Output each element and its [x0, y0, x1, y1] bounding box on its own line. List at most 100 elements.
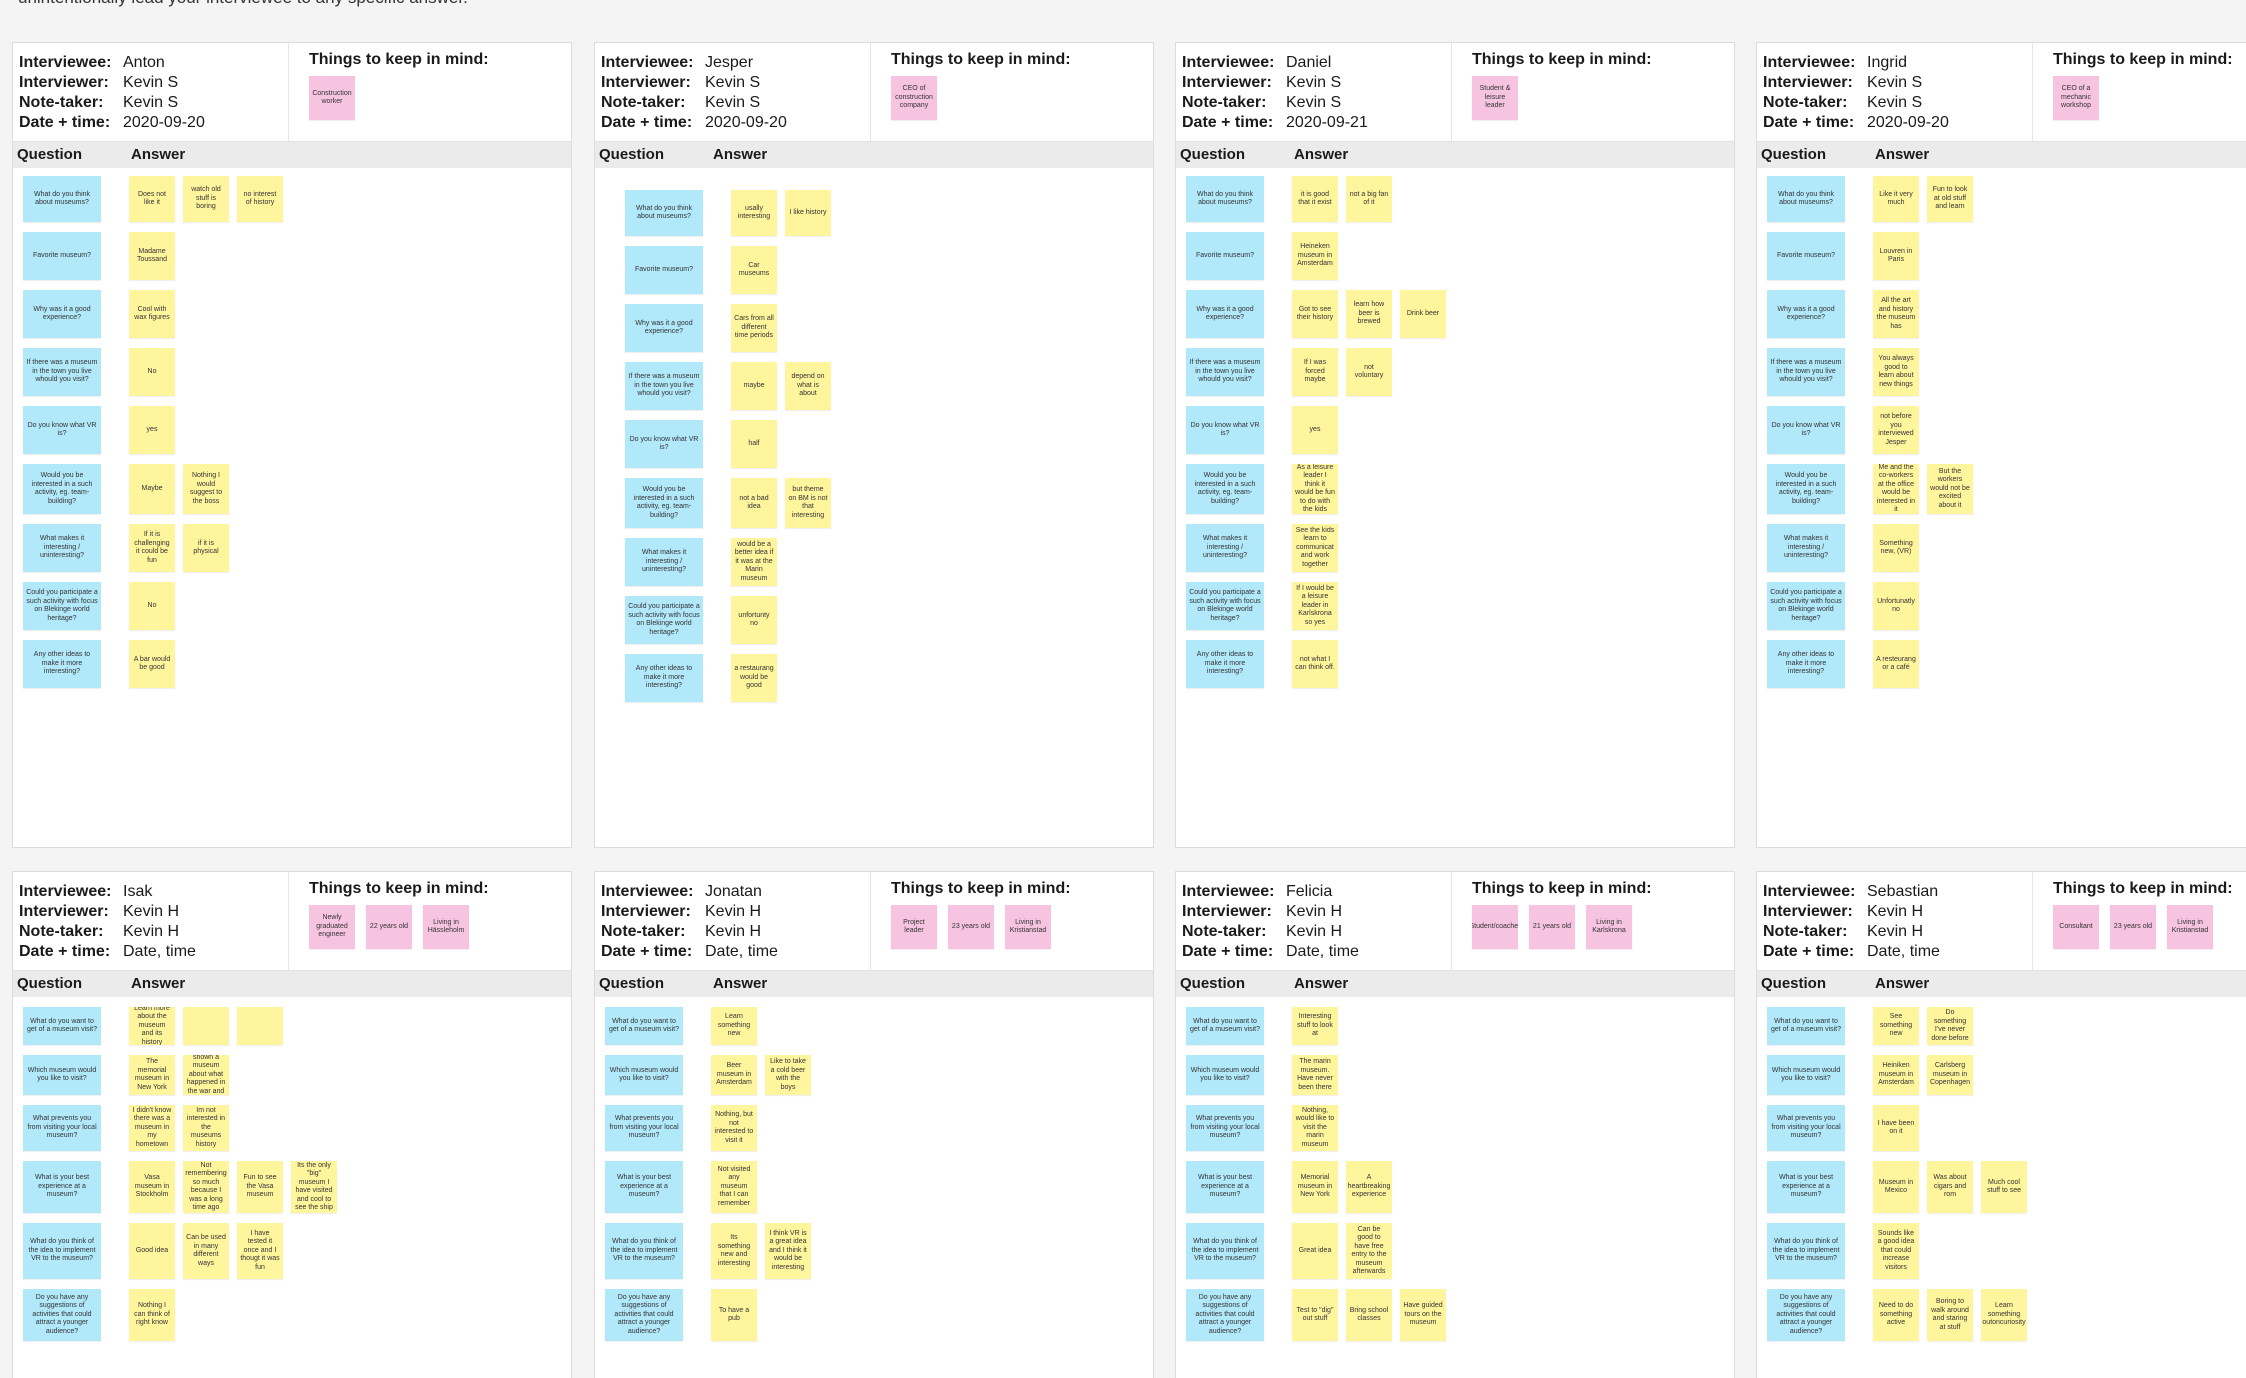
answer-sticky-note[interactable]: Fun to see the Vasa museum — [237, 1161, 283, 1213]
answer-sticky-note[interactable]: Do something I've never done before — [1927, 1007, 1973, 1045]
question-sticky-note[interactable]: Why was it a good experience? — [23, 290, 101, 338]
interviewer-value[interactable]: Kevin H — [705, 903, 762, 920]
keep-sticky-note[interactable]: Construction worker — [309, 76, 355, 120]
question-sticky-note[interactable]: What prevents you from visiting your loc… — [605, 1105, 683, 1151]
answer-sticky-note[interactable]: Need to do something active — [1873, 1289, 1919, 1341]
question-sticky-note[interactable]: Why was it a good experience? — [1767, 290, 1845, 338]
answer-sticky-note[interactable]: I think VR is a great idea and I think i… — [765, 1223, 811, 1279]
answer-sticky-note[interactable]: watch old stuff is boring — [183, 176, 229, 222]
note-taker-value[interactable]: Kevin S — [123, 94, 179, 111]
answer-sticky-note[interactable]: Heineken museum in Amsterdam — [1292, 232, 1338, 280]
answer-sticky-note[interactable]: Something new, (VR) — [1873, 524, 1919, 572]
question-sticky-note[interactable]: Do you have any suggestions of activitie… — [605, 1289, 683, 1341]
answer-sticky-note[interactable]: Can be good to have free entry to the mu… — [1346, 1223, 1392, 1279]
answer-sticky-note[interactable]: not a big fan of it — [1346, 176, 1392, 222]
answer-sticky-note[interactable]: Cars from all different time periods — [731, 304, 777, 352]
question-sticky-note[interactable]: What do you want to get of a museum visi… — [1186, 1007, 1264, 1045]
interviewee-value[interactable]: Anton — [123, 54, 165, 71]
question-sticky-note[interactable]: Favorite museum? — [625, 246, 703, 294]
keep-sticky-note[interactable]: Newly graduated engineer — [309, 905, 355, 949]
date-time-value[interactable]: Date, time — [1286, 943, 1359, 960]
answer-sticky-note[interactable]: The marin museum. Have never been there — [1292, 1055, 1338, 1095]
answer-sticky-note[interactable]: I have tested it once and I thougt it wa… — [237, 1223, 283, 1279]
question-sticky-note[interactable]: What do you want to get of a museum visi… — [1767, 1007, 1845, 1045]
question-sticky-note[interactable]: What is your best experience at a museum… — [1186, 1161, 1264, 1213]
question-sticky-note[interactable]: Do you know what VR is? — [1186, 406, 1264, 454]
answer-sticky-note[interactable]: Fun to look at old stuff and learn — [1927, 176, 1973, 222]
question-sticky-note[interactable]: What makes it interesting / uninterestin… — [1186, 524, 1264, 572]
question-sticky-note[interactable]: What do you think of the idea to impleme… — [605, 1223, 683, 1279]
answer-sticky-note[interactable]: Im not interested in the museums history — [183, 1105, 229, 1151]
answer-sticky-note[interactable]: Learn something outoncuriosity — [1981, 1289, 2027, 1341]
answer-sticky-note[interactable]: Nothing, would like to visit the marin m… — [1292, 1105, 1338, 1151]
keep-sticky-note[interactable]: 21 years old — [1529, 905, 1575, 949]
question-sticky-note[interactable]: Do you know what VR is? — [625, 420, 703, 468]
date-time-value[interactable]: Date, time — [1867, 943, 1940, 960]
keep-sticky-note[interactable]: CEO of construction company — [891, 76, 937, 120]
answer-sticky-note[interactable]: Was about cigars and rom — [1927, 1161, 1973, 1213]
answer-sticky-note[interactable]: See the kids learn to communicat and wor… — [1292, 524, 1338, 572]
answer-sticky-note[interactable]: yes — [1292, 406, 1338, 454]
answer-sticky-note[interactable]: Cool with wax figures — [129, 290, 175, 338]
answer-sticky-note[interactable]: if it is physical — [183, 524, 229, 572]
answer-sticky-note[interactable]: Me and the co-workers at the office woul… — [1873, 464, 1919, 514]
question-sticky-note[interactable]: If there was a museum in the town you li… — [625, 362, 703, 410]
answer-sticky-note[interactable]: depend on what is about — [785, 362, 831, 410]
answer-sticky-note[interactable]: If I was forced maybe — [1292, 348, 1338, 396]
date-time-value[interactable]: 2020-09-20 — [1867, 114, 1949, 131]
question-sticky-note[interactable]: What prevents you from visiting your loc… — [1186, 1105, 1264, 1151]
answer-sticky-note[interactable]: Museum in Mexico — [1873, 1161, 1919, 1213]
keep-sticky-note[interactable]: Living in Hässleholm — [423, 905, 469, 949]
answer-sticky-note[interactable]: Not visited any museum that I can rememb… — [711, 1161, 757, 1213]
answer-sticky-note[interactable]: unfortunty no — [731, 596, 777, 644]
question-sticky-note[interactable]: Would you be interested in a such activi… — [625, 478, 703, 528]
interviewee-value[interactable]: Jonatan — [705, 883, 762, 900]
interviewee-value[interactable]: Felicia — [1286, 883, 1333, 900]
keep-sticky-note[interactable]: Student/coacher — [1472, 905, 1518, 949]
answer-sticky-note[interactable]: Boring to walk around and staring at stu… — [1927, 1289, 1973, 1341]
answer-sticky-note[interactable]: No — [129, 582, 175, 630]
question-sticky-note[interactable]: What prevents you from visiting your loc… — [1767, 1105, 1845, 1151]
answer-sticky-note[interactable]: All the art and history the museum has — [1873, 290, 1919, 338]
question-sticky-note[interactable]: Would you be interested in a such activi… — [1186, 464, 1264, 514]
answer-sticky-note[interactable]: See something new — [1873, 1007, 1919, 1045]
question-sticky-note[interactable]: What is your best experience at a museum… — [1767, 1161, 1845, 1213]
question-sticky-note[interactable]: Do you have any suggestions of activitie… — [1767, 1289, 1845, 1341]
question-sticky-note[interactable]: Do you have any suggestions of activitie… — [1186, 1289, 1264, 1341]
date-time-value[interactable]: Date, time — [123, 943, 196, 960]
answer-sticky-note[interactable]: I didn't know there was a museum in my h… — [129, 1105, 175, 1151]
answer-sticky-note[interactable]: learn how beer is brewed — [1346, 290, 1392, 338]
answer-sticky-note[interactable]: Carlsberg museum in Copenhagen — [1927, 1055, 1973, 1095]
answer-sticky-note[interactable]: Like it very much — [1873, 176, 1919, 222]
question-sticky-note[interactable]: If there was a museum in the town you li… — [1767, 348, 1845, 396]
interviewee-value[interactable]: Isak — [123, 883, 153, 900]
answer-sticky-note[interactable]: a restaurang would be good — [731, 654, 777, 702]
interviewer-value[interactable]: Kevin H — [123, 903, 180, 920]
answer-sticky-note[interactable]: Its the only "big" museum I have visited… — [291, 1161, 337, 1213]
answer-sticky-note[interactable]: Bring school classes — [1346, 1289, 1392, 1341]
answer-sticky-note[interactable]: Learn more about the museum and its hist… — [129, 1007, 175, 1045]
question-sticky-note[interactable]: Any other ideas to make it more interest… — [1767, 640, 1845, 688]
answer-sticky-note[interactable]: To have a pub — [711, 1289, 757, 1341]
answer-sticky-note[interactable]: would be a better idea if it was at the … — [731, 538, 777, 586]
answer-sticky-note[interactable]: Heiniken museum in Amsterdam — [1873, 1055, 1919, 1095]
answer-sticky-note[interactable]: Have guided tours on the museum — [1400, 1289, 1446, 1341]
question-sticky-note[interactable]: What do you think of the idea to impleme… — [23, 1223, 101, 1279]
answer-sticky-note[interactable]: Nothing I can think of right know — [129, 1289, 175, 1341]
question-sticky-note[interactable]: What do you want to get of a museum visi… — [23, 1007, 101, 1045]
question-sticky-note[interactable]: Which museum would you like to visit? — [23, 1055, 101, 1095]
question-sticky-note[interactable]: What do you think about museums? — [23, 176, 101, 222]
question-sticky-note[interactable]: Any other ideas to make it more interest… — [1186, 640, 1264, 688]
interviewer-value[interactable]: Kevin S — [1867, 74, 1923, 91]
answer-sticky-note[interactable]: Interesting stuff to look at — [1292, 1007, 1338, 1045]
keep-sticky-note[interactable]: 23 years old — [948, 905, 994, 949]
answer-sticky-note[interactable]: Like to take a cold beer with the boys — [765, 1055, 811, 1095]
question-sticky-note[interactable]: What is your best experience at a museum… — [23, 1161, 101, 1213]
date-time-value[interactable]: 2020-09-21 — [1286, 114, 1368, 131]
question-sticky-note[interactable]: Do you have any suggestions of activitie… — [23, 1289, 101, 1341]
answer-sticky-note[interactable]: Memorial museum in New York — [1292, 1161, 1338, 1213]
note-taker-value[interactable]: Kevin H — [1867, 923, 1924, 940]
answer-sticky-note[interactable]: Sounds like a good idea that could incre… — [1873, 1223, 1919, 1279]
answer-sticky-note[interactable]: A heartbreaking experience — [1346, 1161, 1392, 1213]
answer-sticky-note[interactable]: A bar would be good — [129, 640, 175, 688]
